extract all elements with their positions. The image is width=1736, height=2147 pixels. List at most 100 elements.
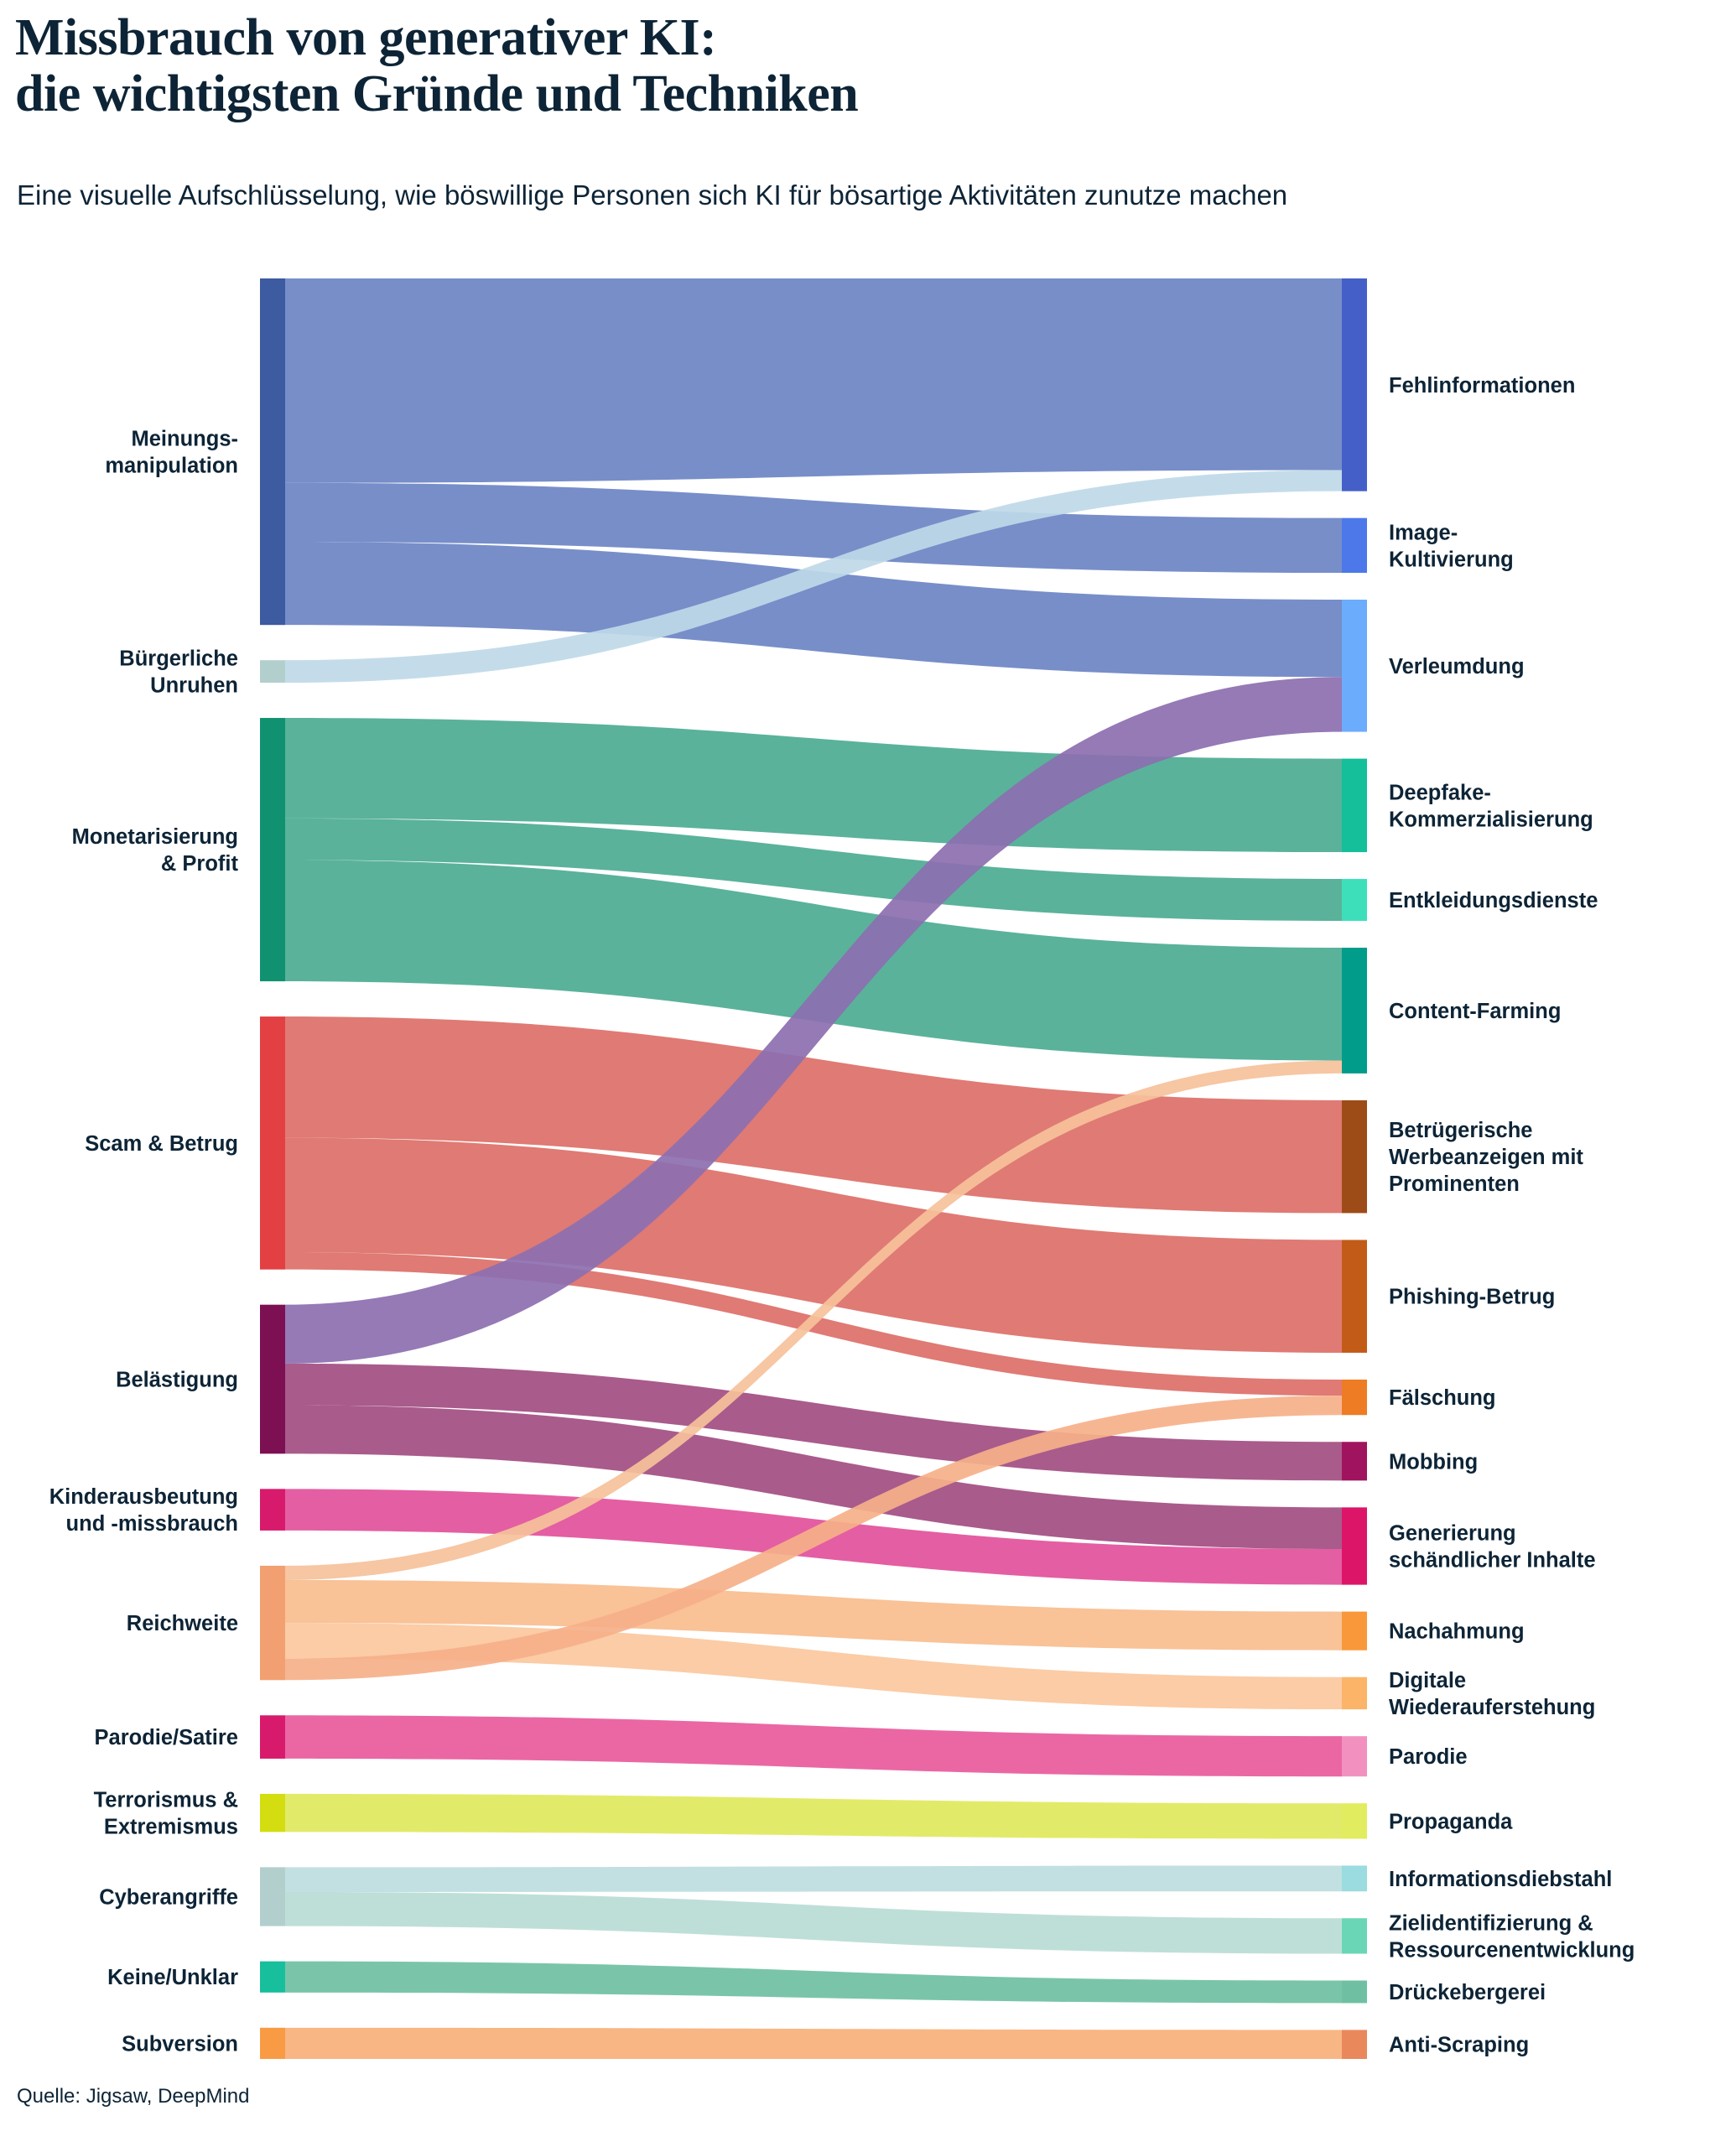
node-label-zielidentifizierung: Zielidentifizierung & xyxy=(1389,1911,1593,1935)
node-label-verleumdung: Verleumdung xyxy=(1389,655,1525,678)
sankey-links xyxy=(285,278,1342,2059)
sankey-link[interactable] xyxy=(285,482,1342,574)
sankey-link[interactable] xyxy=(285,1405,1342,1550)
node-label-content_farming: Content-Farming xyxy=(1389,1000,1561,1023)
sankey-node-entkleidungsdienste[interactable] xyxy=(1342,879,1367,922)
sankey-node-zielidentifizierung[interactable] xyxy=(1342,1918,1367,1954)
node-label-fehlinformationen: Fehlinformationen xyxy=(1389,374,1575,398)
node-label-betruegerische_werbeanzeigen: Werbeanzeigen mit xyxy=(1389,1146,1583,1169)
node-label-faelschung: Fälschung xyxy=(1389,1386,1496,1410)
sankey-nodes: Meinungs-manipulation Bürgerliche Unruhen M… xyxy=(49,278,1635,2059)
node-label-monetarisierung: & Profit xyxy=(161,852,239,876)
node-label-generierung_schaendlicher_inhalte: schändlicher Inhalte xyxy=(1389,1548,1596,1572)
node-label-meinungsmanipulation: Meinungs- xyxy=(132,428,239,451)
node-label-digitale_wiederauferstehung: Wiederauferstehung xyxy=(1389,1696,1595,1719)
sankey-node-mobbing[interactable] xyxy=(1342,1442,1367,1481)
sankey-link[interactable] xyxy=(285,1060,1342,1580)
sankey-link[interactable] xyxy=(285,1891,1342,1954)
sankey-node-parodie[interactable] xyxy=(1342,1736,1367,1777)
sankey-node-digitale_wiederauferstehung[interactable] xyxy=(1342,1677,1367,1710)
sankey-link[interactable] xyxy=(285,1137,1342,1353)
node-label-digitale_wiederauferstehung: Digitale xyxy=(1389,1669,1466,1692)
node-label-generierung_schaendlicher_inhalte: Generierung xyxy=(1389,1521,1516,1545)
sankey-node-verleumdung[interactable] xyxy=(1342,600,1367,732)
sankey-link[interactable] xyxy=(285,278,1342,483)
node-label-meinungsmanipulation: manipulation xyxy=(105,455,238,478)
sankey-node-keine_unklar[interactable] xyxy=(260,1961,285,1993)
sankey-node-drueckebergerei[interactable] xyxy=(1342,1980,1367,2004)
page-subtitle: Eine visuelle Aufschlüsselung, wie böswi… xyxy=(17,179,1288,211)
node-label-parodie_satire: Parodie/Satire xyxy=(95,1726,239,1749)
node-label-cyberangriffe: Cyberangriffe xyxy=(99,1886,238,1910)
node-label-phishing_betrug: Phishing-Betrug xyxy=(1389,1286,1555,1309)
sankey-node-belaestigung[interactable] xyxy=(260,1304,285,1454)
sankey-link[interactable] xyxy=(285,1016,1342,1214)
sankey-node-kinderausbeutung[interactable] xyxy=(260,1489,285,1531)
sankey-node-reichweite[interactable] xyxy=(260,1565,285,1681)
node-label-propaganda: Propaganda xyxy=(1389,1810,1513,1833)
node-label-deepfake_kommerzialisierung: Deepfake- xyxy=(1389,781,1491,804)
page-title: Missbrauch von generativer KI: die wicht… xyxy=(15,9,859,122)
node-label-image_kultivierung: Kultivierung xyxy=(1389,548,1514,571)
sankey-node-fehlinformationen[interactable] xyxy=(1342,278,1367,491)
sankey-node-betruegerische_werbeanzeigen[interactable] xyxy=(1342,1099,1367,1214)
node-label-belaestigung: Belästigung xyxy=(116,1369,238,1392)
node-label-betruegerische_werbeanzeigen: Betrügerische xyxy=(1389,1119,1532,1142)
sankey-link[interactable] xyxy=(285,1579,1342,1651)
node-label-kinderausbeutung: und -missbrauch xyxy=(66,1512,238,1536)
sankey-link[interactable] xyxy=(285,1396,1342,1681)
node-label-buergerliche_unruhen: Bürgerliche xyxy=(119,647,238,671)
node-label-terrorismus: Terrorismus & xyxy=(94,1789,238,1812)
sankey-node-deepfake_kommerzialisierung[interactable] xyxy=(1342,758,1367,853)
node-label-reichweite: Reichweite xyxy=(127,1612,238,1635)
node-label-subversion: Subversion xyxy=(122,2032,238,2056)
sankey-link[interactable] xyxy=(285,542,1342,678)
node-label-image_kultivierung: Image- xyxy=(1389,521,1458,544)
node-label-mobbing: Mobbing xyxy=(1389,1450,1478,1474)
node-label-monetarisierung: Monetarisierung xyxy=(72,825,238,849)
sankey-link[interactable] xyxy=(285,2027,1342,2059)
sankey-node-image_kultivierung[interactable] xyxy=(1342,517,1367,574)
node-label-deepfake_kommerzialisierung: Kommerzialisierung xyxy=(1389,808,1593,831)
sankey-node-parodie_satire[interactable] xyxy=(260,1715,285,1759)
sankey-link[interactable] xyxy=(285,860,1342,1061)
sankey-node-subversion[interactable] xyxy=(260,2027,285,2059)
sankey-node-faelschung[interactable] xyxy=(1342,1379,1367,1416)
sankey-node-terrorismus[interactable] xyxy=(260,1793,285,1832)
source-note: Quelle: Jigsaw, DeepMind xyxy=(17,2085,250,2108)
sankey-node-scam_betrug[interactable] xyxy=(260,1016,285,1270)
sankey-node-nachahmung[interactable] xyxy=(1342,1611,1367,1651)
sankey-node-propaganda[interactable] xyxy=(1342,1803,1367,1839)
sankey-node-phishing_betrug[interactable] xyxy=(1342,1240,1367,1353)
node-label-drueckebergerei: Drückebergerei xyxy=(1389,1981,1546,2004)
sankey-link[interactable] xyxy=(285,1961,1342,2004)
node-label-anti_scraping: Anti-Scraping xyxy=(1389,2034,1529,2057)
sankey-node-cyberangriffe[interactable] xyxy=(260,1867,285,1926)
sankey-node-buergerliche_unruhen[interactable] xyxy=(260,660,285,684)
node-label-buergerliche_unruhen: Unruhen xyxy=(150,674,238,698)
sankey-link[interactable] xyxy=(285,1715,1342,1777)
node-label-kinderausbeutung: Kinderausbeutung xyxy=(49,1485,238,1509)
node-label-entkleidungsdienste: Entkleidungsdienste xyxy=(1389,889,1598,912)
sankey-link[interactable] xyxy=(285,470,1342,684)
sankey-link[interactable] xyxy=(285,677,1342,1364)
sankey-link[interactable] xyxy=(285,1865,1342,1892)
sankey-node-content_farming[interactable] xyxy=(1342,948,1367,1074)
node-label-informationsdiebstahl: Informationsdiebstahl xyxy=(1389,1868,1612,1891)
sankey-node-generierung_schaendlicher_inhalte[interactable] xyxy=(1342,1507,1367,1585)
node-label-terrorismus: Extremismus xyxy=(104,1816,238,1839)
node-label-scam_betrug: Scam & Betrug xyxy=(85,1132,238,1156)
sankey-link[interactable] xyxy=(285,1793,1342,1839)
sankey-node-informationsdiebstahl[interactable] xyxy=(1342,1865,1367,1892)
node-label-zielidentifizierung: Ressourcenentwicklung xyxy=(1389,1938,1635,1962)
sankey-link[interactable] xyxy=(285,1363,1342,1481)
sankey-node-meinungsmanipulation[interactable] xyxy=(260,278,285,626)
node-label-keine_unklar: Keine/Unklar xyxy=(107,1966,238,1989)
sankey-link[interactable] xyxy=(285,718,1342,853)
sankey-node-anti_scraping[interactable] xyxy=(1342,2030,1367,2059)
sankey-link[interactable] xyxy=(285,818,1342,922)
sankey-node-monetarisierung[interactable] xyxy=(260,718,285,982)
node-label-betruegerische_werbeanzeigen: Prominenten xyxy=(1389,1172,1520,1196)
